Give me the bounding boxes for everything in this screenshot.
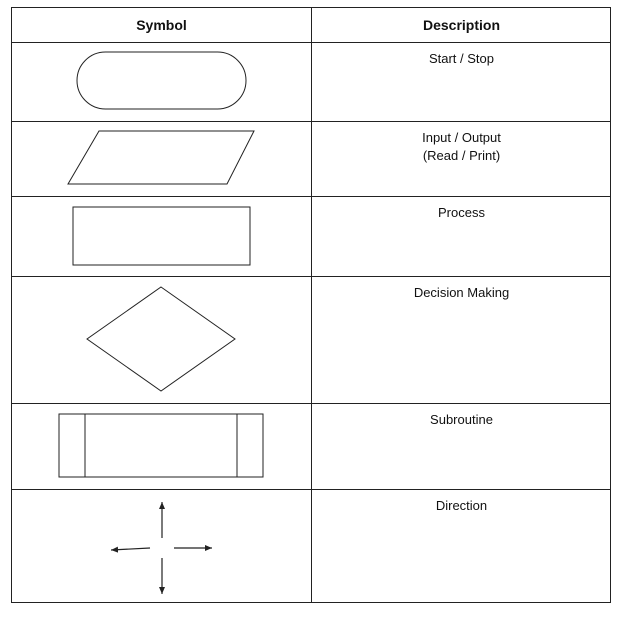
description-cell: Input / Output (Read / Print) xyxy=(312,122,611,196)
table-row: Decision Making xyxy=(12,276,610,403)
description-cell: Decision Making xyxy=(312,277,611,403)
table-row: Subroutine xyxy=(12,403,610,489)
description-column-header: Description xyxy=(422,17,500,33)
subroutine-icon xyxy=(58,413,264,478)
symbol-cell xyxy=(12,122,311,196)
description-text: Process xyxy=(438,205,485,220)
description-text: Input / Output xyxy=(422,130,501,145)
table-row: Start / Stop xyxy=(12,42,610,121)
table-header-row: Symbol Description xyxy=(12,8,610,42)
description-text: Direction xyxy=(435,498,488,513)
symbol-cell xyxy=(12,404,311,489)
terminator-icon xyxy=(76,51,247,110)
table-row: Process xyxy=(12,196,610,276)
description-subtext: (Read / Print) xyxy=(422,148,501,163)
symbol-cell xyxy=(12,197,311,276)
description-text: Subroutine xyxy=(430,412,493,427)
symbol-cell xyxy=(12,43,311,121)
diamond-icon xyxy=(86,286,236,392)
table-row: Input / Output (Read / Print) xyxy=(12,121,610,196)
description-cell: Start / Stop xyxy=(312,43,611,121)
rectangle-icon xyxy=(72,206,251,266)
table-row: Direction xyxy=(12,489,610,603)
description-text: Start / Stop xyxy=(428,51,495,66)
flowchart-symbol-table: Symbol Description Start / Stop Input / … xyxy=(11,7,611,603)
symbol-cell xyxy=(12,277,311,403)
description-cell: Process xyxy=(312,197,611,276)
description-cell: Subroutine xyxy=(312,404,611,489)
symbol-cell xyxy=(12,490,311,603)
symbol-column-header: Symbol xyxy=(136,17,187,33)
description-text: Decision Making xyxy=(413,285,510,300)
parallelogram-icon xyxy=(67,130,255,185)
description-cell: Direction xyxy=(312,490,611,603)
direction-arrows-icon xyxy=(110,502,212,594)
